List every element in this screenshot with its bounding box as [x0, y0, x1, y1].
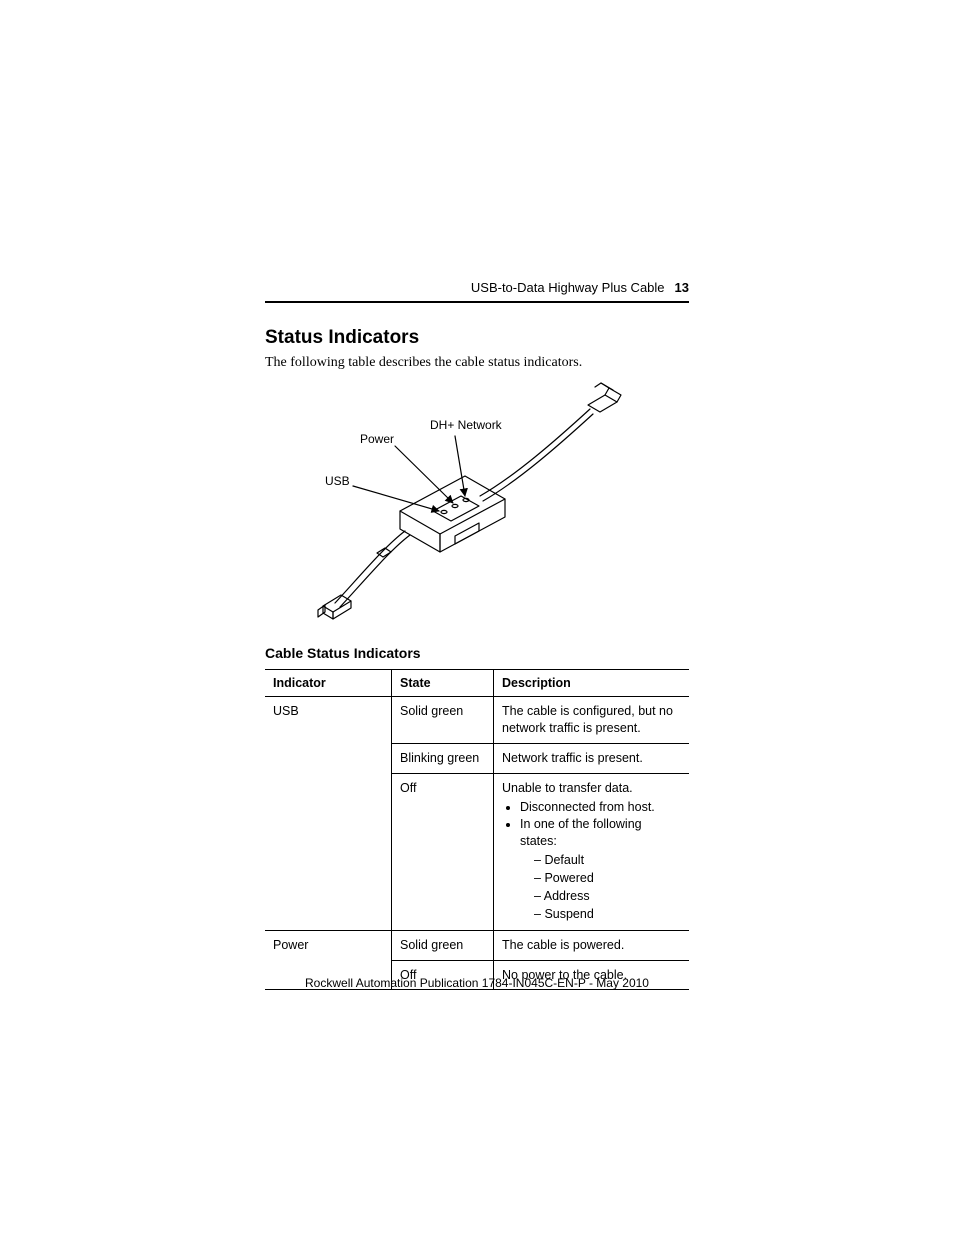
running-header: USB-to-Data Highway Plus Cable 13: [265, 280, 689, 303]
doc-title: USB-to-Data Highway Plus Cable: [471, 280, 665, 295]
section-intro: The following table describes the cable …: [265, 355, 689, 371]
diagram-label-usb: USB: [325, 474, 350, 488]
cable-diagram: DH+ Network Power USB: [305, 381, 635, 621]
table-row: PowerSolid greenThe cable is powered.: [265, 930, 689, 960]
diagram-label-dhplus: DH+ Network: [430, 418, 503, 432]
col-header-description: Description: [494, 670, 690, 697]
status-table: Indicator State Description USBSolid gre…: [265, 669, 689, 990]
cell-indicator: USB: [265, 697, 392, 931]
table-caption: Cable Status Indicators: [265, 645, 689, 661]
cell-description: The cable is powered.: [494, 930, 690, 960]
col-header-indicator: Indicator: [265, 670, 392, 697]
section-title: Status Indicators: [265, 327, 689, 349]
diagram-label-power: Power: [360, 432, 394, 446]
table-header-row: Indicator State Description: [265, 670, 689, 697]
publication-footer: Rockwell Automation Publication 1784-IN0…: [0, 976, 954, 990]
cell-state: Blinking green: [392, 743, 494, 773]
page-number: 13: [675, 280, 689, 295]
cell-state: Off: [392, 773, 494, 930]
col-header-state: State: [392, 670, 494, 697]
table-row: USBSolid greenThe cable is configured, b…: [265, 697, 689, 744]
cell-description: The cable is configured, but no network …: [494, 697, 690, 744]
cable-diagram-svg: DH+ Network Power USB: [305, 381, 635, 621]
cell-state: Solid green: [392, 930, 494, 960]
cell-state: Solid green: [392, 697, 494, 744]
cell-description: Unable to transfer data.Disconnected fro…: [494, 773, 690, 930]
cell-description: Network traffic is present.: [494, 743, 690, 773]
page: USB-to-Data Highway Plus Cable 13 Status…: [0, 0, 954, 1235]
